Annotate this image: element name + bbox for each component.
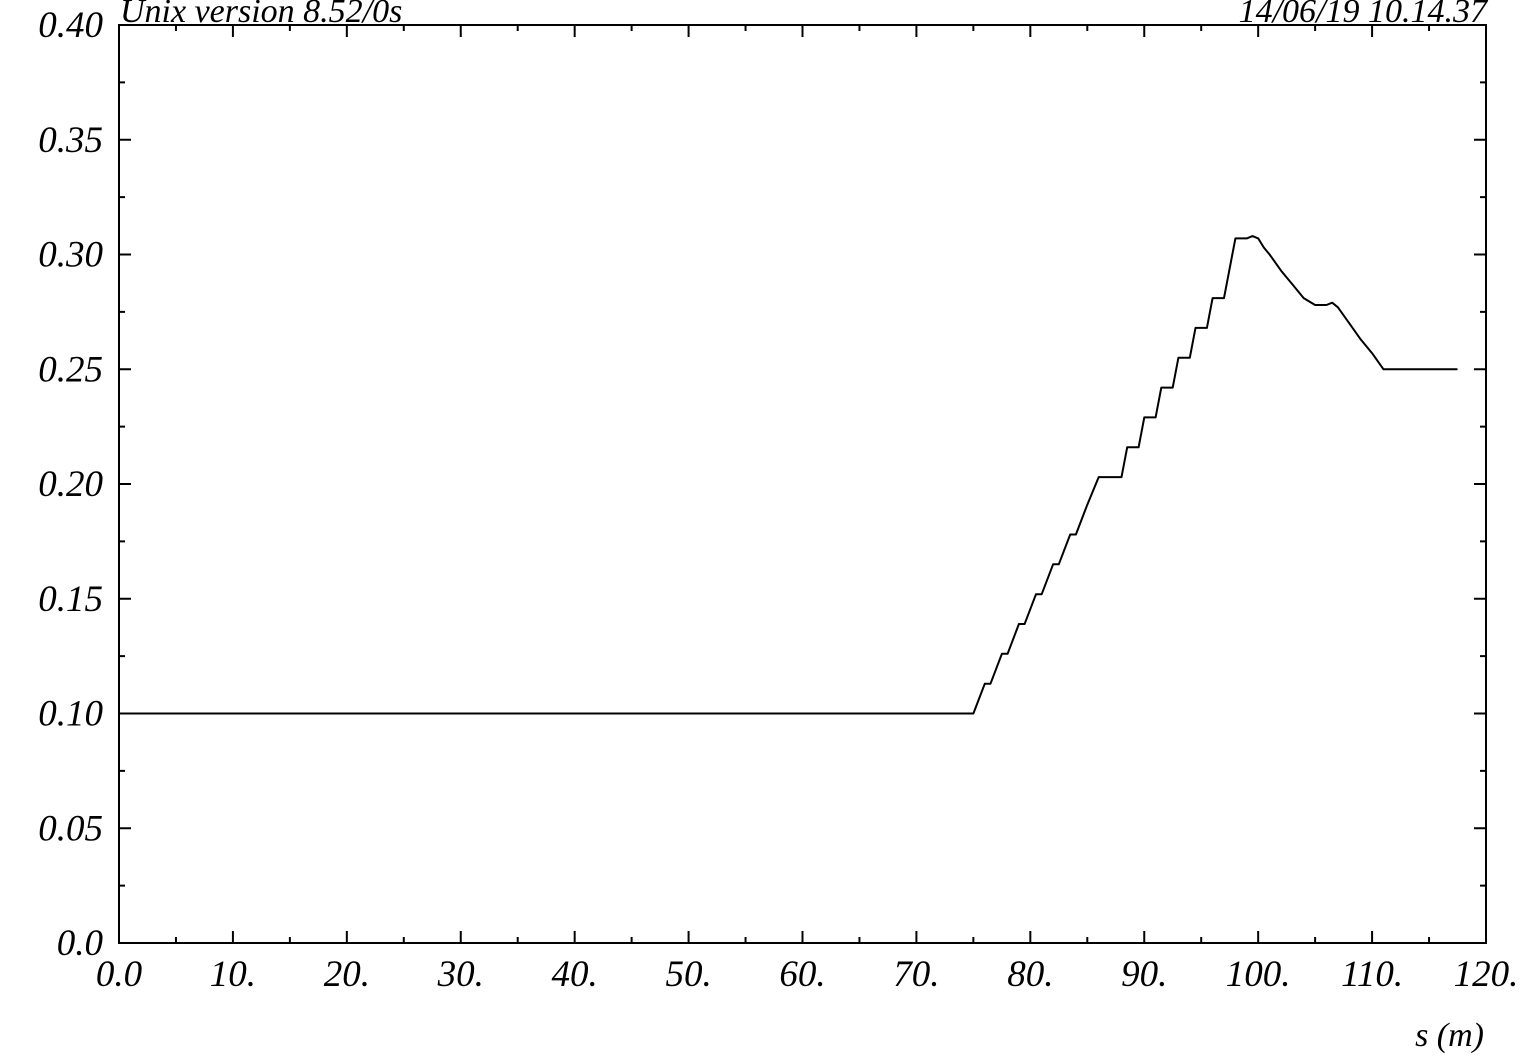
x-tick-label: 100.: [1226, 954, 1291, 995]
y-tick-label: 0.20: [38, 464, 103, 505]
x-axis: 0.0 10. 20. 30. 40. 50. 60. 70. 80. 90. 100. 110. 12…: [96, 25, 1519, 995]
x-tick-label: 60.: [779, 954, 825, 995]
y-tick-label: 0.0: [57, 923, 104, 964]
x-axis-label: s (m): [1415, 1017, 1484, 1054]
y-tick-label: 0.40: [38, 5, 103, 46]
x-tick-label: 80.: [1007, 954, 1053, 995]
x-tick-label: 70.: [893, 954, 939, 995]
x-tick-label: 10.: [210, 954, 256, 995]
y-tick-label: 0.10: [38, 694, 103, 735]
x-tick-label: 50.: [665, 954, 711, 995]
x-tick-label: 30.: [437, 954, 484, 995]
x-tick-label: 90.: [1121, 954, 1167, 995]
plot-frame: [118, 24, 1487, 944]
x-tick-label: 20.: [324, 954, 370, 995]
y-tick-label: 0.30: [38, 235, 103, 276]
series-line: [119, 235, 1458, 715]
x-tick-label: 120.: [1454, 954, 1519, 995]
y-tick-label: 0.35: [38, 120, 103, 161]
x-tick-label: 0.0: [96, 954, 143, 995]
x-tick-label: 40.: [552, 954, 598, 995]
y-axis: 0.0 0.05 0.10 0.15 0.20 0.25 0.30 0.35 0.40: [38, 5, 1486, 964]
y-tick-label: 0.25: [38, 349, 103, 390]
x-tick-label: 110.: [1341, 954, 1403, 995]
series-layer: [119, 235, 1458, 715]
y-tick-label: 0.05: [38, 808, 103, 849]
y-tick-label: 0.15: [38, 579, 103, 620]
